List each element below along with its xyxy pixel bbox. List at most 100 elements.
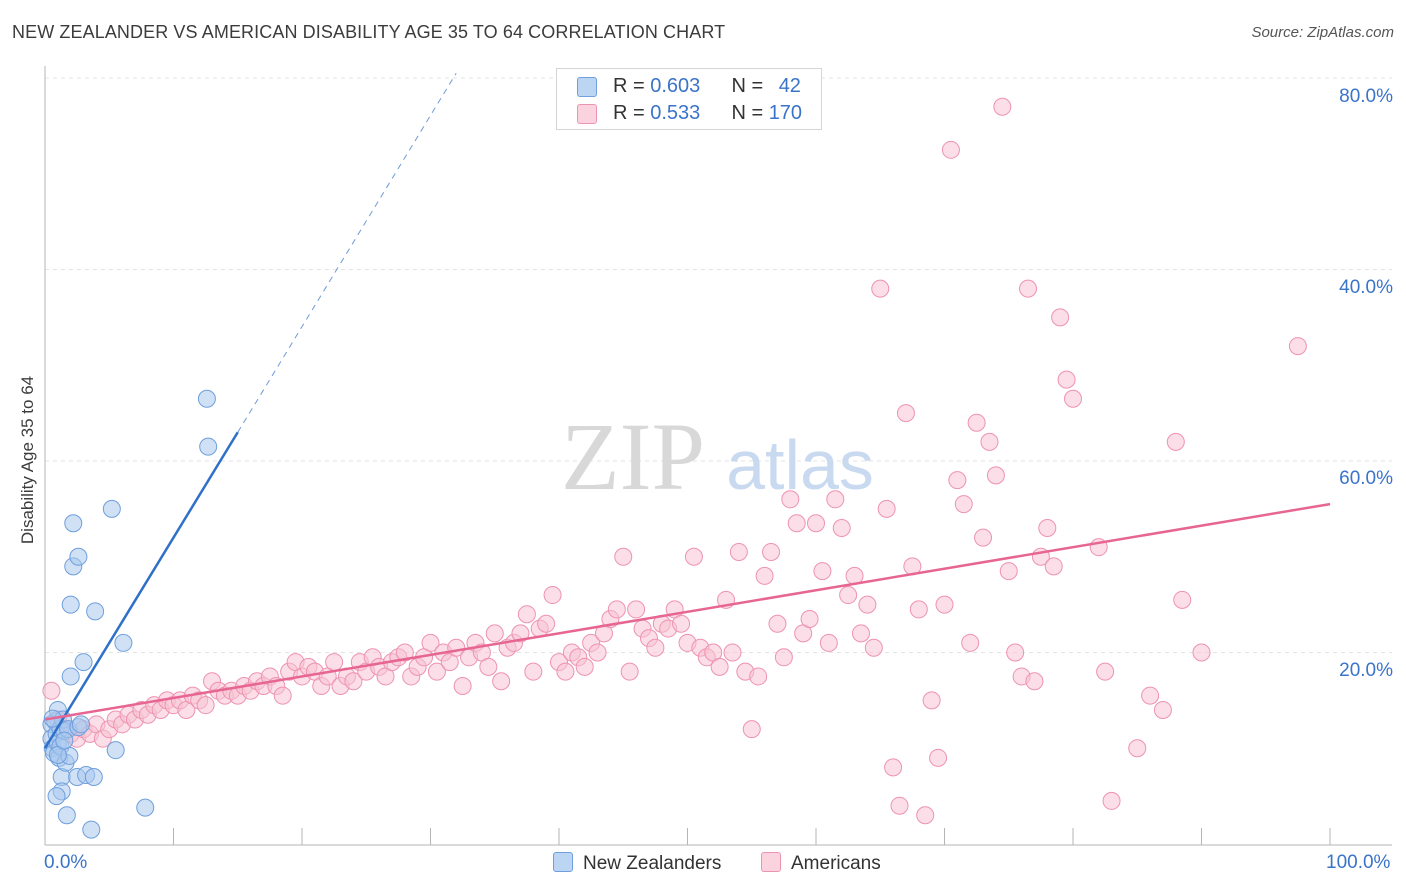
- american-point: [922, 691, 941, 710]
- american-point: [813, 562, 832, 581]
- trend-lines: [43, 72, 1331, 749]
- new-zealander-point: [197, 389, 216, 408]
- american-point: [1096, 662, 1115, 681]
- y-tick-label: 80.0%: [1339, 86, 1393, 107]
- american-point: [1038, 519, 1057, 538]
- american-point: [1019, 279, 1038, 298]
- new-zealander-point: [74, 653, 93, 672]
- y-tick-label: 20.0%: [1339, 660, 1393, 681]
- y-tick-label: 40.0%: [1339, 277, 1393, 298]
- grid-lines: [45, 77, 1392, 653]
- american-point: [607, 600, 626, 619]
- american-point: [427, 662, 446, 681]
- american-point: [1102, 791, 1121, 810]
- american-point: [723, 643, 742, 662]
- american-point: [909, 600, 928, 619]
- american-point: [684, 547, 703, 566]
- american-point: [620, 662, 639, 681]
- american-point: [588, 643, 607, 662]
- american-point: [807, 514, 825, 533]
- american-point: [1025, 672, 1044, 691]
- american-point: [851, 624, 870, 643]
- american-point: [980, 432, 999, 451]
- american-point: [524, 662, 543, 681]
- american-point: [575, 657, 594, 676]
- n-label: N =: [731, 102, 769, 124]
- american-point: [1057, 370, 1076, 389]
- american-point: [556, 662, 575, 681]
- american-point: [999, 562, 1018, 581]
- american-point: [672, 614, 691, 633]
- watermark-atlas: atlas: [726, 426, 874, 504]
- x-tick-label: 0.0%: [44, 852, 88, 873]
- american-point: [941, 140, 960, 159]
- correlation-legend: R = 0.603 N = 42 R = 0.533 N = 170: [556, 68, 822, 130]
- new-zealander-point: [71, 715, 90, 734]
- r-value: 0.533: [650, 102, 701, 124]
- american-point: [196, 696, 215, 715]
- americans-swatch: [577, 104, 597, 124]
- new-zealander-point: [106, 741, 125, 760]
- chart-title: NEW ZEALANDER VS AMERICAN DISABILITY AGE…: [12, 22, 726, 42]
- american-point: [421, 633, 440, 652]
- new-zealanders-trend-extension: [237, 72, 457, 433]
- american-point: [517, 605, 536, 624]
- american-point: [1051, 308, 1070, 327]
- american-point: [1166, 432, 1185, 451]
- american-point: [762, 542, 781, 561]
- american-point: [993, 97, 1012, 116]
- american-point: [325, 653, 344, 672]
- american-point: [890, 796, 909, 815]
- new-zealander-point: [114, 633, 133, 652]
- r-label: R =: [613, 102, 651, 124]
- legend-item-new-zealanders: New Zealanders: [553, 852, 721, 875]
- american-point: [781, 490, 800, 509]
- american-point: [929, 748, 948, 767]
- american-point: [453, 677, 472, 696]
- new-zealander-point: [82, 820, 101, 839]
- new-zealander-point: [86, 602, 105, 621]
- new-zealanders-points: [42, 389, 218, 839]
- american-point: [819, 633, 838, 652]
- american-point: [884, 758, 903, 777]
- american-point: [543, 586, 562, 605]
- american-point: [916, 806, 935, 825]
- american-point: [768, 614, 787, 633]
- american-point: [537, 614, 556, 633]
- new-zealander-point: [55, 731, 74, 750]
- american-point: [710, 657, 729, 676]
- american-point: [877, 499, 896, 518]
- american-point: [1288, 337, 1307, 356]
- american-point: [344, 672, 363, 691]
- new-zealander-point: [84, 767, 103, 786]
- new-zealander-point: [61, 667, 80, 686]
- american-point: [832, 519, 851, 538]
- new-zealander-point: [61, 595, 80, 614]
- american-point: [273, 686, 292, 705]
- american-point: [787, 514, 806, 533]
- american-point: [1044, 557, 1063, 576]
- source-label: Source: ZipAtlas.com: [1251, 24, 1394, 41]
- american-point: [395, 643, 414, 662]
- american-point: [961, 633, 980, 652]
- americans-swatch: [761, 852, 781, 872]
- r-label: R =: [613, 75, 651, 97]
- american-point: [974, 528, 993, 547]
- american-point: [742, 720, 761, 739]
- watermark-zip: ZIP: [561, 403, 705, 510]
- american-point: [42, 681, 61, 700]
- new-zealander-point: [47, 787, 66, 806]
- new-zealander-point: [57, 806, 76, 825]
- x-tick-label: 100.0%: [1326, 852, 1391, 873]
- new-zealanders-swatch: [577, 77, 597, 97]
- american-point: [627, 600, 646, 619]
- new-zealander-point: [102, 499, 121, 518]
- american-point: [1153, 700, 1172, 719]
- american-point: [1173, 590, 1192, 609]
- american-point: [646, 638, 665, 657]
- american-point: [749, 667, 768, 686]
- axes: [44, 66, 1392, 846]
- americans-trend-line: [44, 502, 1331, 721]
- new-zealander-point: [136, 798, 155, 817]
